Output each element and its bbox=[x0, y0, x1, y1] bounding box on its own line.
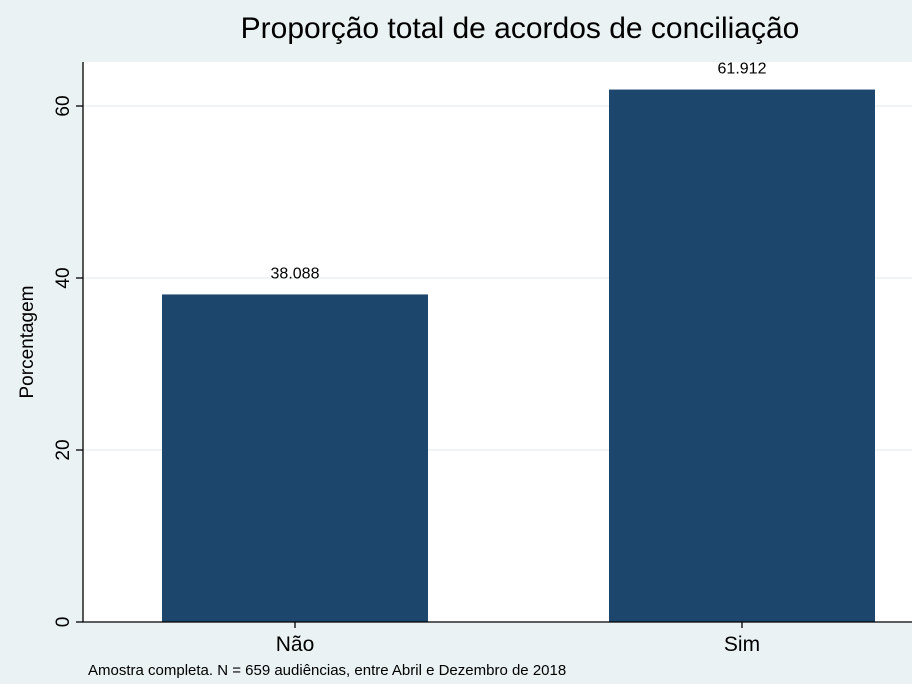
y-tick-label-60: 60 bbox=[53, 95, 74, 116]
bars bbox=[162, 89, 875, 622]
bar-sim bbox=[609, 89, 875, 622]
y-tick-label-40: 40 bbox=[53, 267, 74, 288]
bar-nao bbox=[162, 294, 428, 622]
axes bbox=[82, 62, 912, 623]
y-tick-label-0: 0 bbox=[53, 617, 74, 628]
data-labels: 38.088 61.912 bbox=[271, 61, 767, 283]
chart-note: Amostra completa. N = 659 audiências, en… bbox=[88, 662, 566, 679]
x-tick-label-nao: Não bbox=[276, 633, 315, 656]
x-tick-label-sim: Sim bbox=[724, 633, 760, 656]
data-label-sim: 61.912 bbox=[718, 61, 767, 78]
y-ticks: 0 20 40 60 bbox=[53, 95, 83, 627]
x-ticks: Não Sim bbox=[276, 622, 760, 656]
y-tick-label-20: 20 bbox=[53, 439, 74, 460]
y-axis-label: Porcentagem bbox=[17, 285, 38, 398]
data-label-nao: 38.088 bbox=[271, 265, 320, 282]
chart-title: Proporção total de acordos de conciliaçã… bbox=[241, 12, 800, 45]
